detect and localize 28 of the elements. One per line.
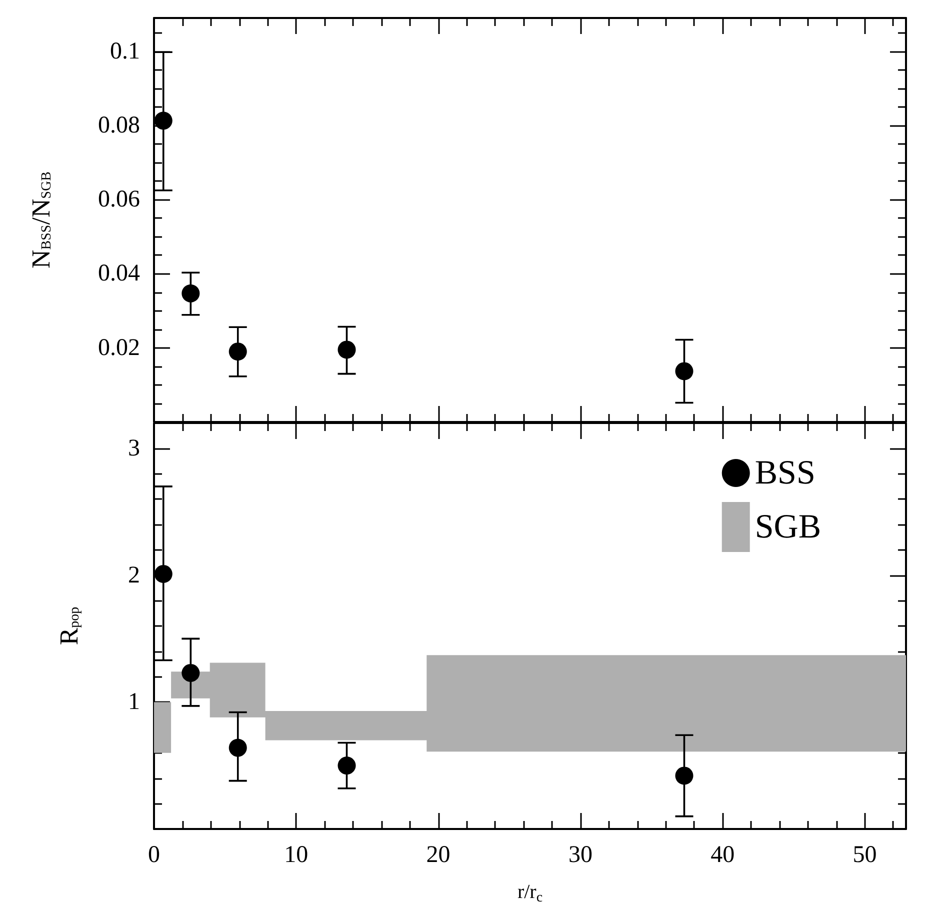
point (182, 284, 200, 302)
y-tick-label: 1 (128, 689, 140, 716)
y-tick-label: 3 (128, 435, 140, 462)
legend-label: BSS (754, 454, 816, 492)
x-tick-label: 10 (284, 842, 308, 868)
point (675, 766, 694, 785)
x-tick-label: 40 (710, 842, 735, 868)
y-tick-label: 0.1 (110, 38, 140, 64)
x-tick-label: 20 (426, 842, 450, 868)
x-tick-label: 50 (852, 842, 877, 868)
point (154, 564, 172, 583)
y-axis-title: NBSS/NSGB (26, 172, 56, 268)
y-tick-label: 0.04 (98, 260, 140, 287)
y-tick-label: 0.06 (98, 186, 140, 213)
x-tick-label: 0 (148, 842, 160, 868)
point (228, 342, 247, 361)
point (338, 756, 356, 775)
legend-label: SGB (754, 508, 821, 546)
y-tick-label: 0.02 (98, 334, 140, 361)
y-tick-label: 2 (128, 562, 140, 588)
y-tick-label: 0.08 (98, 112, 140, 138)
point (182, 664, 200, 682)
point (338, 340, 356, 359)
y-axis-title: Rpop (54, 606, 84, 646)
x-tick-label: 30 (568, 842, 592, 868)
point (154, 112, 172, 130)
point (675, 362, 694, 380)
point (228, 738, 247, 757)
